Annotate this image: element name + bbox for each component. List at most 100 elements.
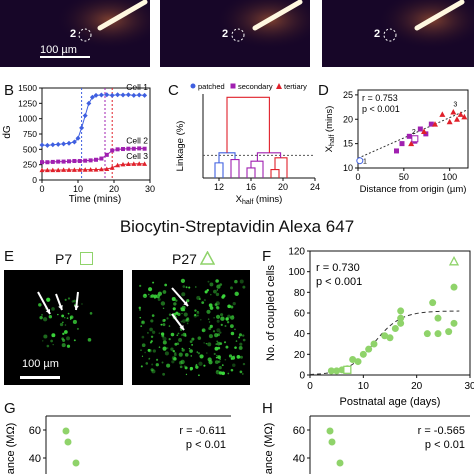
data-point xyxy=(50,167,56,173)
data-point xyxy=(136,161,142,166)
data-point xyxy=(75,135,81,141)
cell-signal xyxy=(66,336,70,341)
cell-signal xyxy=(209,282,214,287)
cell-signal xyxy=(182,319,186,323)
cell-signal xyxy=(189,349,193,353)
cell-signal xyxy=(168,337,171,341)
cell-signal xyxy=(178,360,183,365)
data-point xyxy=(50,159,55,164)
cell-signal xyxy=(219,283,223,286)
y-tick-label: 1250 xyxy=(18,98,37,108)
dendrogram-branch xyxy=(246,167,256,178)
cell-signal xyxy=(51,307,55,311)
cell-signal xyxy=(61,343,66,348)
micrograph-p7: 100 µm xyxy=(4,270,123,385)
label-p27: P27 xyxy=(172,251,197,267)
data-point xyxy=(354,358,362,366)
cell-signal xyxy=(180,328,183,331)
cell-signal xyxy=(220,316,225,321)
cell-signal xyxy=(162,336,167,341)
cell-signal xyxy=(198,361,203,366)
cell-signal xyxy=(149,341,152,344)
cell-signal xyxy=(162,346,167,351)
data-point xyxy=(72,158,77,163)
cell-signal xyxy=(172,349,176,353)
cell-signal xyxy=(204,290,208,294)
data-point xyxy=(109,165,115,170)
y-tick-label: 250 xyxy=(23,160,37,170)
y-axis-label: No. of coupled cells xyxy=(265,265,277,361)
cell-signal xyxy=(144,351,146,354)
cell-signal xyxy=(191,337,195,341)
cell-signal xyxy=(71,300,75,303)
cell-signal xyxy=(177,332,180,335)
scale-bar xyxy=(40,56,90,58)
cell-signal xyxy=(242,338,246,342)
data-point xyxy=(434,330,442,338)
cell-signal xyxy=(234,328,236,331)
data-point xyxy=(428,121,434,127)
data-point xyxy=(359,350,367,358)
cell-signal xyxy=(197,315,199,317)
cell-signal xyxy=(236,355,241,359)
series-label: Cell 1 xyxy=(126,82,148,92)
y-tick-label: 25 xyxy=(343,90,353,100)
cell-signal xyxy=(216,306,220,310)
y-tick-label: 20 xyxy=(343,114,353,124)
data-point xyxy=(71,167,77,172)
micrograph-2: 2 xyxy=(160,0,310,67)
cell-signal xyxy=(181,348,185,352)
y-tick-label: 500 xyxy=(23,144,37,154)
y-tick-label: 15 xyxy=(343,139,353,149)
data-point xyxy=(356,157,364,165)
stat-r: r = 0.753 xyxy=(362,93,398,103)
cell-signal xyxy=(208,360,213,365)
cell-signal xyxy=(208,303,213,308)
cell-signal xyxy=(221,364,224,366)
data-point xyxy=(104,152,109,157)
cell-signal xyxy=(225,345,229,349)
data-point xyxy=(406,133,412,139)
stat-p: p < 0.01 xyxy=(186,439,226,451)
cell-signal xyxy=(140,349,142,351)
cell-signal xyxy=(220,313,224,317)
cell-signal xyxy=(69,318,72,320)
series-label: Cell 3 xyxy=(126,151,148,161)
data-point xyxy=(450,319,458,327)
cell-signal xyxy=(198,374,200,377)
cell-signal xyxy=(189,340,193,344)
cell-signal xyxy=(162,340,167,345)
y-tick-label: 120 xyxy=(288,247,305,258)
x-tick-label: 30 xyxy=(464,381,474,392)
cell-signal xyxy=(180,278,186,283)
cell-signal xyxy=(207,280,210,283)
data-point xyxy=(104,92,110,98)
arrow-head-icon xyxy=(179,325,184,330)
legend-label: tertiary xyxy=(284,82,307,91)
cell-signal xyxy=(164,283,168,287)
cell-signal xyxy=(232,363,236,367)
cell-signal xyxy=(181,312,183,315)
cell-signal xyxy=(51,333,56,338)
triangle-marker-icon xyxy=(200,251,215,265)
data-point xyxy=(327,367,335,375)
cell-signal xyxy=(225,317,229,321)
cell-signal xyxy=(151,363,154,366)
data-point xyxy=(82,113,88,119)
cell-signal xyxy=(215,292,220,297)
cell-signal xyxy=(180,359,185,365)
cell-signal xyxy=(67,297,71,300)
y-tick-label: 100 xyxy=(288,267,305,278)
cell-signal xyxy=(160,323,163,326)
cell-signal xyxy=(67,312,70,315)
cell-signal xyxy=(214,346,219,351)
cell-signal xyxy=(238,333,243,337)
legend-label: secondary xyxy=(238,82,273,91)
cell-signal xyxy=(185,318,189,322)
cell-signal xyxy=(157,298,161,301)
data-point xyxy=(394,148,399,154)
cell-signal xyxy=(144,293,147,297)
cell-signal xyxy=(196,311,200,315)
cell-signal xyxy=(182,285,186,288)
data-point xyxy=(40,160,44,165)
